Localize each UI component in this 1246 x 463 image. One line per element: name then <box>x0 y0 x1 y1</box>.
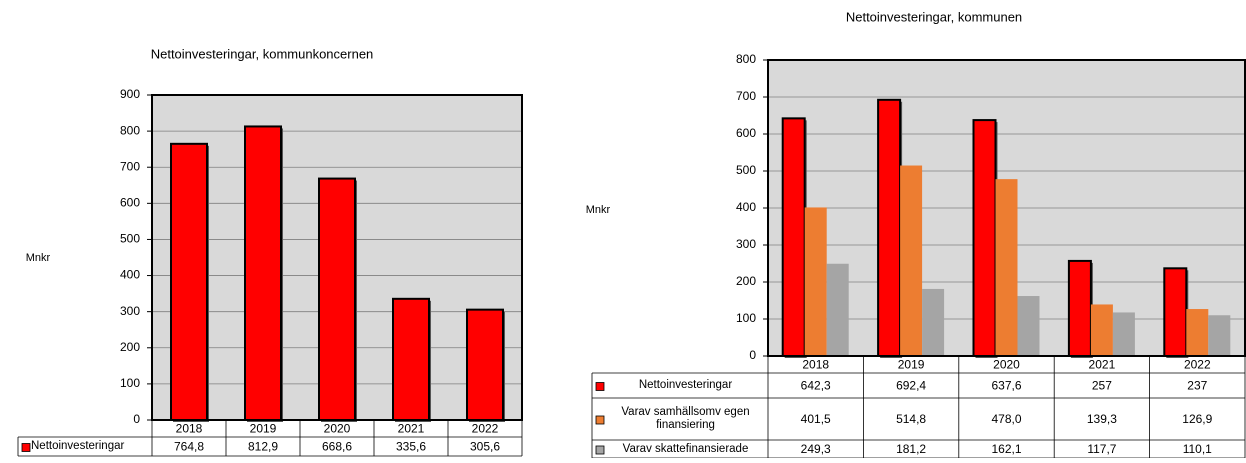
x-tick-label: 2019 <box>250 422 277 436</box>
x-tick-label: 2020 <box>324 422 351 436</box>
data-label: 237 <box>1187 379 1207 393</box>
data-label: 181,2 <box>896 442 926 456</box>
y-axis-label: Mnkr <box>26 252 51 264</box>
legend-key <box>21 443 31 452</box>
y-tick-label: 100 <box>736 311 756 325</box>
data-label: 126,9 <box>1182 412 1212 426</box>
data-label: 110,1 <box>1183 442 1212 456</box>
legend-cell: Nettoinvesteringar <box>31 440 125 452</box>
bar <box>972 119 997 357</box>
bar <box>804 207 827 356</box>
bar <box>900 165 923 356</box>
data-label: 478,0 <box>991 412 1021 426</box>
x-tick-label: 2022 <box>472 422 499 436</box>
x-tick-label: 2020 <box>993 358 1020 372</box>
data-label: 335,6 <box>396 440 426 454</box>
y-tick-label: 200 <box>736 274 756 288</box>
legend-label: Varav samhällsomv egen finansiering <box>621 406 750 431</box>
x-tick-label: 2018 <box>176 422 203 436</box>
y-tick-label: 0 <box>133 412 140 426</box>
x-tick-label: 2021 <box>398 422 425 436</box>
y-tick-label: 700 <box>736 89 756 103</box>
data-label: 514,8 <box>896 412 926 426</box>
data-label: 764,8 <box>174 440 204 454</box>
y-tick-label: 500 <box>736 163 756 177</box>
bar <box>318 177 356 421</box>
data-label: 642,3 <box>801 379 831 393</box>
y-tick-label: 800 <box>120 123 140 137</box>
bar <box>1017 296 1040 356</box>
bar <box>392 297 430 421</box>
data-label: 139,3 <box>1087 412 1117 426</box>
data-label: 692,4 <box>896 379 926 393</box>
legend-key <box>595 382 605 391</box>
data-label: 249,3 <box>801 442 831 456</box>
y-tick-label: 800 <box>736 52 756 66</box>
chart-title: Nettoinvesteringar, kommunkoncernen <box>151 46 374 61</box>
chart-title: Nettoinvesteringar, kommunen <box>846 9 1022 24</box>
y-axis-label: Mnkr <box>586 204 611 216</box>
y-tick-label: 600 <box>736 126 756 140</box>
bar <box>826 263 849 356</box>
legend-label: Nettoinvesteringar <box>31 440 125 452</box>
legend-cell: Varav skattefinansierade <box>622 442 749 455</box>
bar <box>1090 304 1113 356</box>
legend-cell: Varav samhällsomv egen finansiering <box>621 406 750 431</box>
y-tick-label: 400 <box>120 268 140 282</box>
bar <box>1208 315 1231 356</box>
data-label: 257 <box>1092 379 1112 393</box>
y-tick-label: 600 <box>120 196 140 210</box>
legend-cell: Nettoinvesteringar <box>638 379 733 391</box>
data-label: 117,7 <box>1087 442 1116 456</box>
data-label: 401,5 <box>801 412 831 426</box>
y-tick-label: 0 <box>749 348 756 362</box>
bar <box>877 98 902 357</box>
bar <box>466 308 504 421</box>
bar <box>244 125 282 421</box>
y-tick-label: 200 <box>120 340 140 354</box>
y-tick-label: 300 <box>736 237 756 251</box>
y-tick-label: 100 <box>120 376 140 390</box>
legend-label: Varav skattefinansierade <box>622 442 749 455</box>
bar <box>170 142 208 421</box>
y-tick-label: 500 <box>120 232 140 246</box>
x-tick-label: 2021 <box>1089 358 1116 372</box>
x-tick-label: 2022 <box>1184 358 1211 372</box>
bar <box>1163 267 1188 357</box>
bar <box>922 288 945 356</box>
y-tick-label: 900 <box>120 87 140 101</box>
data-label: 812,9 <box>248 440 278 454</box>
y-tick-label: 300 <box>120 304 140 318</box>
data-label: 162,1 <box>991 442 1021 456</box>
bar <box>1112 312 1135 356</box>
x-tick-label: 2019 <box>898 358 925 372</box>
legend-key <box>595 445 605 455</box>
bar <box>1186 309 1209 356</box>
legend-label: Nettoinvesteringar <box>638 379 733 391</box>
bar <box>781 117 806 357</box>
y-tick-label: 400 <box>736 200 756 214</box>
bar <box>995 179 1018 356</box>
x-tick-label: 2018 <box>802 358 829 372</box>
bar <box>1067 259 1092 357</box>
data-label: 637,6 <box>991 379 1021 393</box>
legend-key <box>595 415 605 425</box>
data-label: 668,6 <box>322 440 352 454</box>
y-tick-label: 700 <box>120 159 140 173</box>
data-label: 305,6 <box>470 440 500 454</box>
